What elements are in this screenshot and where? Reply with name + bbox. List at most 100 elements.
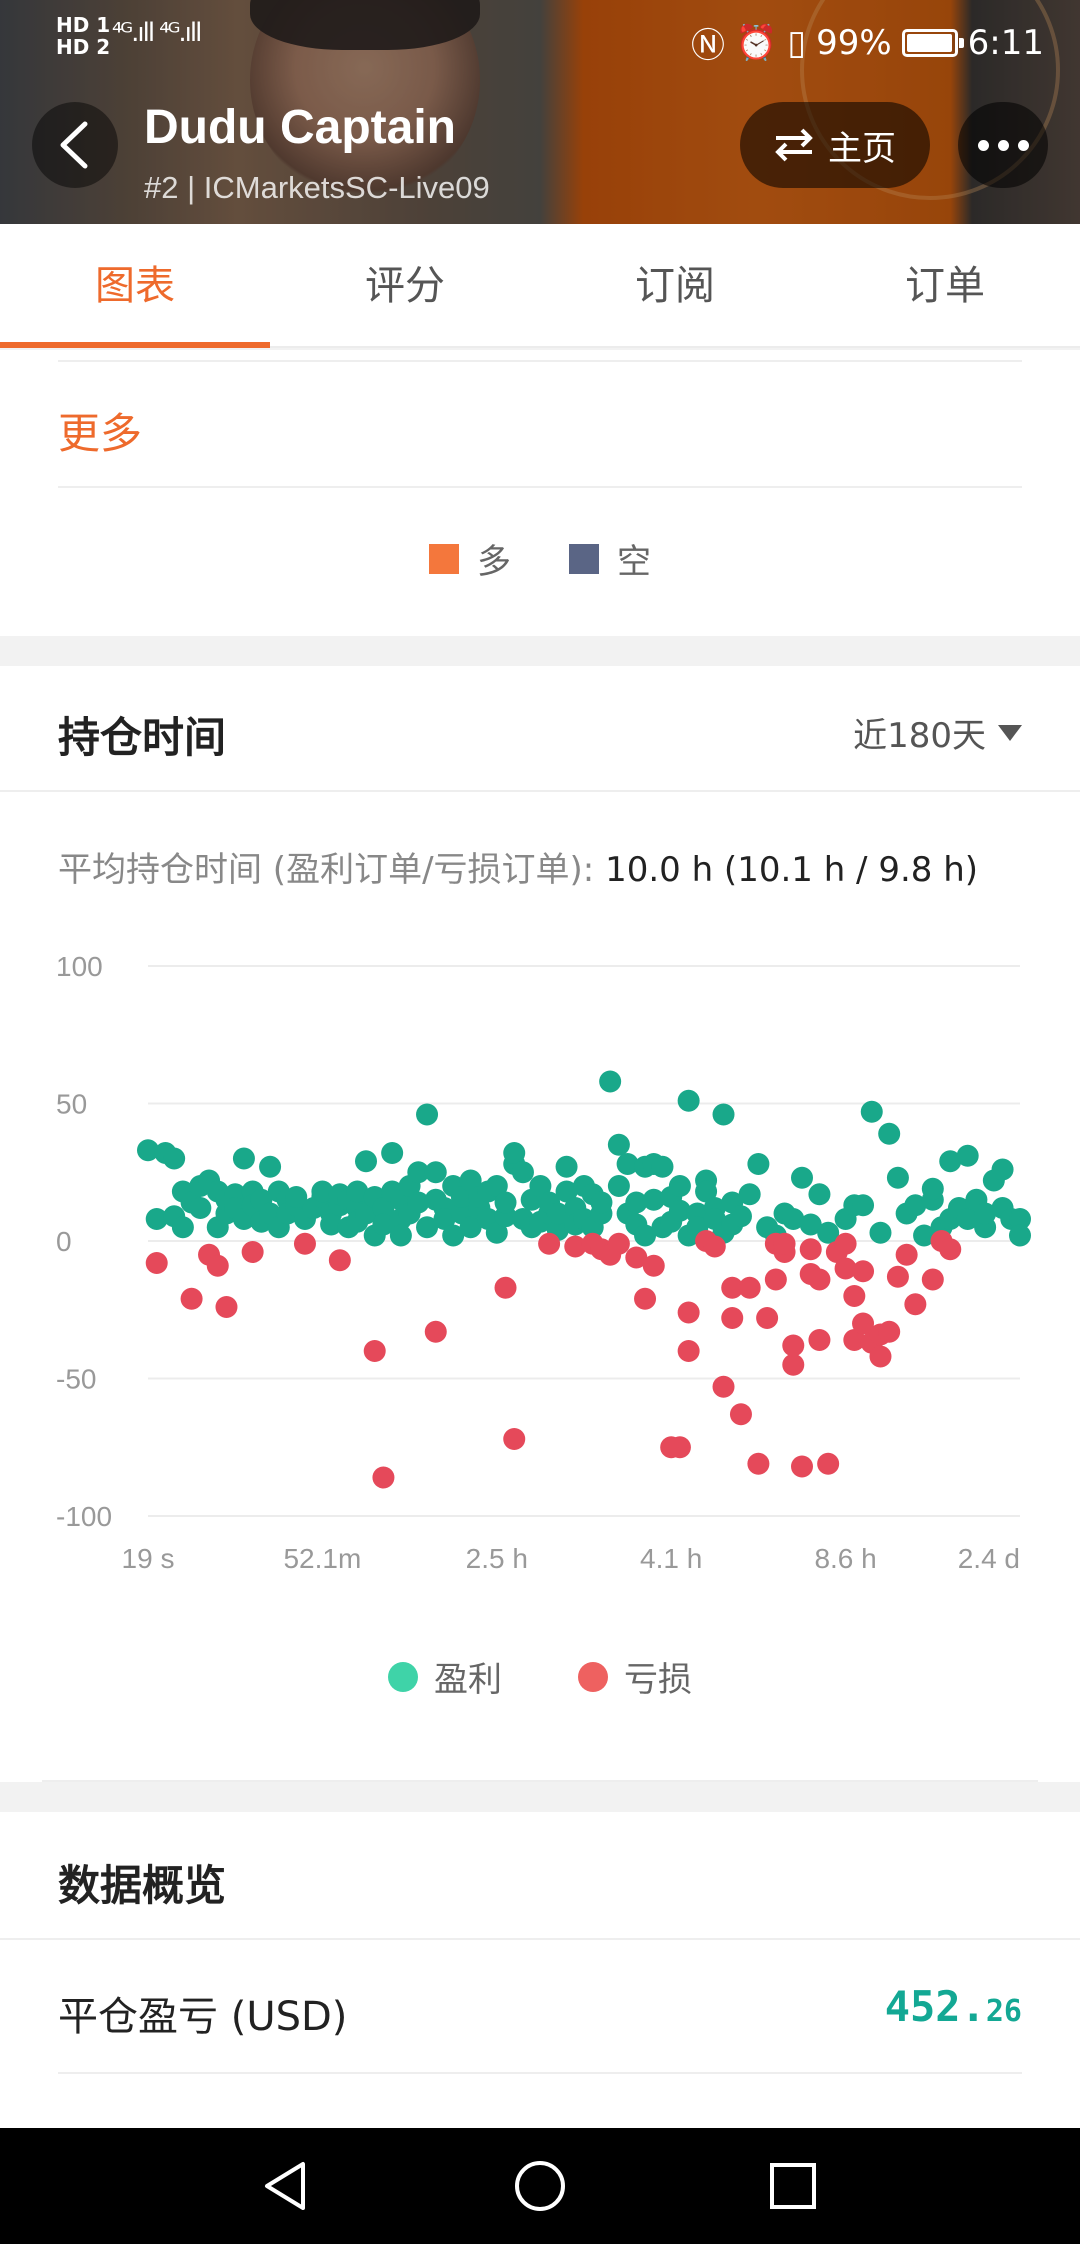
loss-point [843,1285,866,1307]
dot-icon [977,139,989,151]
signal-icon: ⁴ᴳ.ıll ⁴ᴳ.ıll [112,18,202,48]
loss-point [782,1353,805,1376]
system-nav-bar [0,2128,1080,2244]
legend-profit[interactable]: 盈利 [388,1652,502,1701]
legend-long[interactable]: 多 [429,534,511,583]
x-tick-label: 4.1 h [640,1543,702,1574]
loss-point [773,1232,796,1255]
loss-point [729,1403,752,1426]
loss-point [852,1312,875,1335]
loss-point [878,1320,901,1343]
loss-point [721,1276,744,1299]
x-tick-label: 52.1m [283,1543,361,1574]
profit-point [416,1103,439,1126]
chart-legend: 盈利 亏损 [0,1652,1080,1701]
holding-time-card: 持仓时间 近180天 平均持仓时间 (盈利订单/亏损订单): 10.0 h (1… [0,666,1080,1782]
profit-point [904,1194,927,1217]
tab-subscribe[interactable]: 订阅 [635,263,715,309]
profit-point [607,1175,630,1197]
closed-pnl-value: 452.26 [884,1982,1022,2031]
loss-point [747,1452,770,1475]
profit-point [607,1133,630,1156]
legend-dot [578,1661,608,1692]
loss-point [808,1268,831,1291]
profit-point [459,1216,482,1239]
x-tick-label: 2.4 d [958,1543,1020,1574]
tab-rating[interactable]: 评分 [365,263,445,309]
loss-point [808,1329,831,1351]
x-tick-label: 8.6 h [814,1543,876,1574]
y-tick-label: 100 [56,951,103,982]
profit-point [878,1122,901,1145]
loss-point [904,1293,927,1316]
alarm-icon: ⏰ [735,22,778,63]
loss-point [852,1260,875,1283]
legend-loss[interactable]: 亏损 [578,1652,692,1701]
profit-point [808,1183,831,1206]
dot-icon [1017,139,1029,151]
tab-orders[interactable]: 订单 [905,263,985,309]
nfc-icon: Ⓝ [691,26,725,66]
loss-point [869,1345,892,1368]
profit-point [546,1202,569,1225]
home-button[interactable]: 主页 [740,102,930,188]
loss-point [677,1301,700,1324]
profit-point [529,1175,552,1197]
more-options-button[interactable] [958,102,1048,188]
profit-point [738,1183,761,1206]
clock: 6:11 [967,22,1044,63]
profit-point [285,1186,308,1208]
loss-point [293,1232,316,1255]
average-holding-time: 平均持仓时间 (盈利订单/亏损订单): 10.0 h (10.1 h / 9.8… [58,850,979,890]
loss-point [817,1452,840,1475]
loss-point [756,1307,779,1329]
loss-point [712,1375,735,1398]
loss-point [939,1238,962,1261]
period-dropdown[interactable]: 近180天 [853,708,1022,757]
loss-point [834,1232,857,1255]
loss-point [538,1232,561,1255]
loss-point [206,1254,229,1277]
loss-point [503,1428,526,1450]
profile-header: HD 1 HD 2 ⁴ᴳ.ıll ⁴ᴳ.ıll Ⓝ ⏰ ▯ 99% 6:11 D… [0,0,1080,224]
profit-point [320,1213,343,1236]
sim-indicators: HD 1 HD 2 [56,13,111,59]
caret-down-icon [998,724,1022,741]
vibrate-icon: ▯ [787,22,807,63]
profit-point [782,1208,805,1230]
profit-point [886,1166,909,1189]
profit-point [145,1208,168,1230]
recents-nav-icon[interactable] [763,2156,823,2216]
legend-short[interactable]: 空 [569,534,651,583]
profit-point [869,1221,892,1244]
x-tick-label: 19 s [122,1543,175,1574]
loss-point [791,1455,813,1478]
profit-point [189,1197,212,1219]
profit-point [956,1208,979,1230]
loss-point [424,1320,447,1343]
profit-point [450,1186,473,1208]
back-button[interactable] [32,102,118,188]
profit-point [921,1177,944,1200]
home-nav-icon[interactable] [510,2156,570,2216]
profit-point [433,1208,456,1230]
direction-card: 更多 多 空 [0,350,1080,636]
profit-point [381,1142,404,1164]
profit-point [485,1175,508,1197]
profit-point [424,1161,447,1184]
loss-point [372,1466,395,1489]
profit-point [503,1142,526,1164]
back-nav-icon[interactable] [257,2156,317,2216]
profit-point [311,1180,334,1203]
profit-point [163,1147,186,1170]
profit-point [372,1213,395,1236]
profit-point [860,1100,883,1123]
profit-point [259,1155,282,1178]
loss-point [799,1238,822,1261]
profit-point [695,1180,718,1203]
more-link[interactable]: 更多 [58,409,143,458]
profit-point [372,1197,395,1219]
tab-chart[interactable]: 图表 [0,224,270,348]
loss-point [886,1265,909,1288]
swap-icon [775,128,813,162]
